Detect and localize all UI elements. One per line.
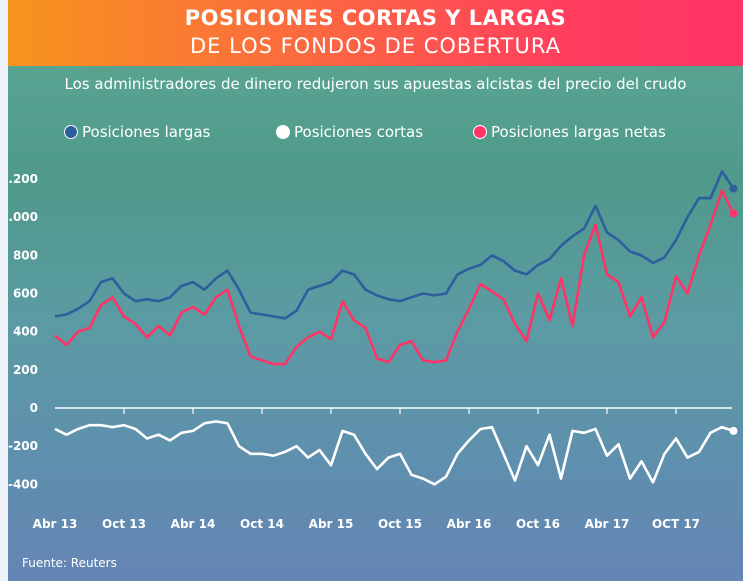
y-tick-label: 200 bbox=[13, 363, 38, 377]
legend-label: Posiciones largas netas bbox=[491, 123, 666, 141]
infographic: POSICIONES CORTAS Y LARGAS DE LOS FONDOS… bbox=[8, 0, 743, 581]
x-tick-label: Oct 14 bbox=[240, 517, 284, 531]
x-tick-label: Abr 16 bbox=[447, 517, 492, 531]
series-net-line bbox=[54, 189, 735, 366]
legend-swatch-net bbox=[473, 125, 487, 139]
chart: 1.200 1.000 800 600 400 200 0 -200 -400 Abr 13 Oct… bbox=[8, 170, 738, 531]
legend-swatch-shorts bbox=[276, 125, 290, 139]
x-tick-label: Abr 15 bbox=[309, 517, 354, 531]
x-tick-label: Abr 14 bbox=[171, 517, 216, 531]
y-tick-label: 600 bbox=[13, 287, 38, 301]
x-tick-label: Abr 13 bbox=[33, 517, 78, 531]
legend-swatch-longs bbox=[64, 125, 78, 139]
legend: Posiciones largas Posiciones cortas Posi… bbox=[8, 123, 743, 147]
series-end-marker bbox=[729, 184, 738, 193]
series-end-marker bbox=[729, 426, 738, 435]
series-shorts-line bbox=[54, 420, 734, 486]
subtitle: Los administradores de dinero redujeron … bbox=[64, 75, 687, 93]
legend-item-longs: Posiciones largas bbox=[64, 123, 210, 141]
y-tick-label: -200 bbox=[8, 439, 38, 453]
legend-item-net: Posiciones largas netas bbox=[473, 123, 666, 141]
header: POSICIONES CORTAS Y LARGAS DE LOS FONDOS… bbox=[8, 0, 743, 66]
x-tick-label: Oct 13 bbox=[102, 517, 146, 531]
x-tick-label: Oct 16 bbox=[516, 517, 560, 531]
y-tick-label: 800 bbox=[13, 248, 38, 262]
legend-label: Posiciones cortas bbox=[294, 123, 424, 141]
source-note: Fuente: Reuters bbox=[22, 556, 117, 570]
x-tick-label: Oct 15 bbox=[378, 517, 422, 531]
title: POSICIONES CORTAS Y LARGAS bbox=[184, 6, 567, 30]
x-tick-label: Abr 17 bbox=[585, 517, 630, 531]
series-longs-line bbox=[54, 170, 735, 320]
y-tick-label: -400 bbox=[8, 477, 38, 491]
legend-label: Posiciones largas bbox=[82, 123, 211, 141]
y-tick-label: 400 bbox=[13, 325, 38, 339]
series-end-marker bbox=[729, 209, 738, 218]
title-line-2: DE LOS FONDOS DE COBERTURA bbox=[190, 34, 561, 58]
x-tick-label: OCT 17 bbox=[652, 517, 700, 531]
y-tick-label: 1.000 bbox=[8, 210, 38, 224]
y-tick-label: 1.200 bbox=[8, 172, 38, 186]
y-tick-label: 0 bbox=[30, 401, 38, 415]
legend-item-shorts: Posiciones cortas bbox=[276, 123, 423, 141]
